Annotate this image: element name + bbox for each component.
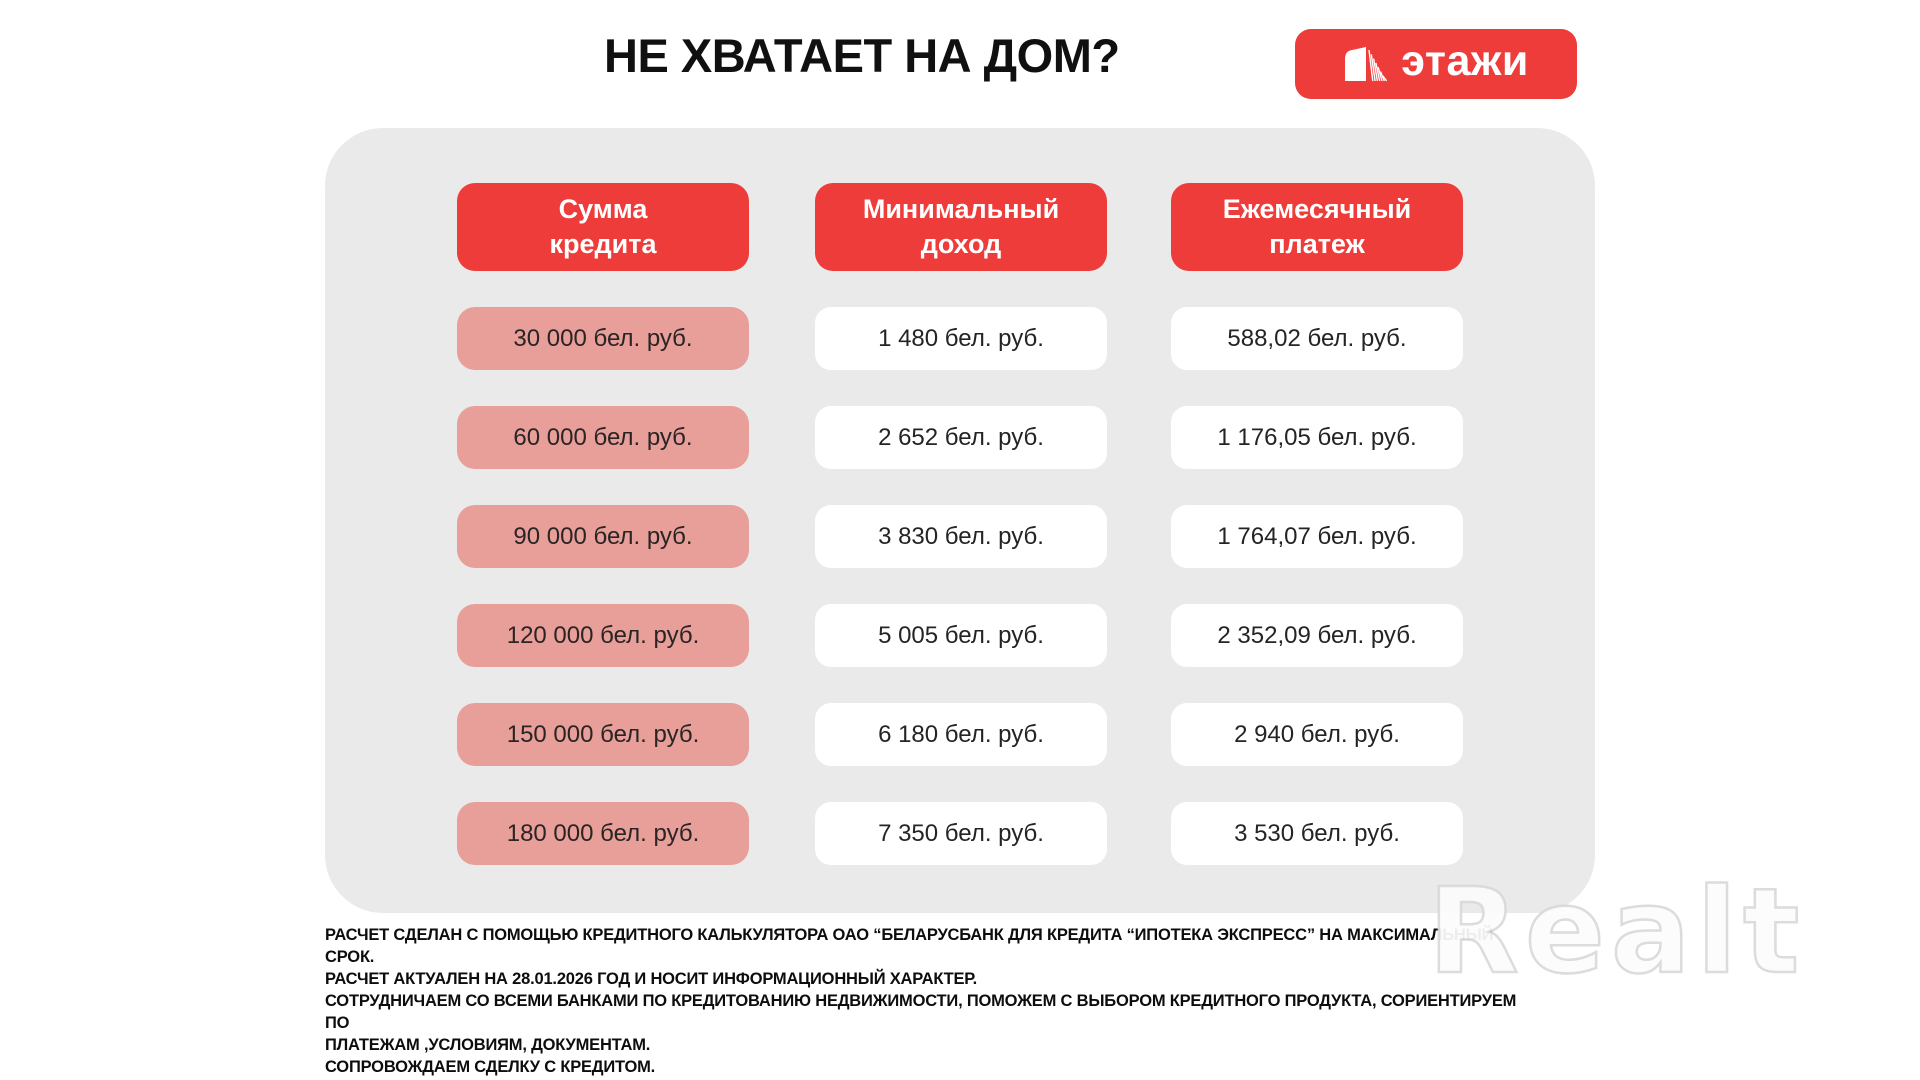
monthly-payment-cell: 1 176,05 бел. руб. <box>1171 406 1463 469</box>
min-income-cell: 1 480 бел. руб. <box>815 307 1107 370</box>
column-header: Сумма кредита <box>457 183 749 271</box>
footnote-line: ПЛАТЕЖАМ ,УСЛОВИЯМ, ДОКУМЕНТАМ. <box>325 1036 651 1054</box>
credit-amount-cell: 90 000 бел. руб. <box>457 505 749 568</box>
realt-watermark: Realt <box>1427 862 1806 1000</box>
etazhi-logo: этажи <box>1295 29 1577 99</box>
footnote-line: СОПРОВОЖДАЕМ СДЕЛКУ С КРЕДИТОМ. <box>325 1058 656 1076</box>
credit-table-panel: Сумма кредита Минимальный доход Ежемесячный п… <box>325 128 1595 913</box>
monthly-payment-cell: 3 530 бел. руб. <box>1171 802 1463 865</box>
logo-text: этажи <box>1401 36 1529 85</box>
min-income-cell: 5 005 бел. руб. <box>815 604 1107 667</box>
credit-amount-cell: 30 000 бел. руб. <box>457 307 749 370</box>
min-income-cell: 6 180 бел. руб. <box>815 703 1107 766</box>
credit-amount-cell: 60 000 бел. руб. <box>457 406 749 469</box>
footnote: РАСЧЕТ СДЕЛАН С ПОМОЩЬЮ КРЕДИТНОГО КАЛЬК… <box>325 924 1535 1078</box>
monthly-payment-cell: 2 352,09 бел. руб. <box>1171 604 1463 667</box>
monthly-payment-cell: 588,02 бел. руб. <box>1171 307 1463 370</box>
min-income-cell: 3 830 бел. руб. <box>815 505 1107 568</box>
building-icon <box>1343 45 1389 83</box>
min-income-cell: 7 350 бел. руб. <box>815 802 1107 865</box>
footnote-line: РАСЧЕТ АКТУАЛЕН НА 28.01.2026 ГОД И НОСИ… <box>325 970 978 988</box>
credit-amount-cell: 150 000 бел. руб. <box>457 703 749 766</box>
monthly-payment-cell: 2 940 бел. руб. <box>1171 703 1463 766</box>
footnote-line: СОТРУДНИЧАЕМ СО ВСЕМИ БАНКАМИ ПО КРЕДИТО… <box>325 992 1517 1032</box>
credit-amount-cell: 180 000 бел. руб. <box>457 802 749 865</box>
page-title: НЕ ХВАТАЕТ НА ДОМ? <box>604 29 1120 82</box>
footnote-line: РАСЧЕТ СДЕЛАН С ПОМОЩЬЮ КРЕДИТНОГО КАЛЬК… <box>325 926 1494 966</box>
column-header: Ежемесячный платеж <box>1171 183 1463 271</box>
credit-amount-cell: 120 000 бел. руб. <box>457 604 749 667</box>
monthly-payment-cell: 1 764,07 бел. руб. <box>1171 505 1463 568</box>
column-header: Минимальный доход <box>815 183 1107 271</box>
min-income-cell: 2 652 бел. руб. <box>815 406 1107 469</box>
